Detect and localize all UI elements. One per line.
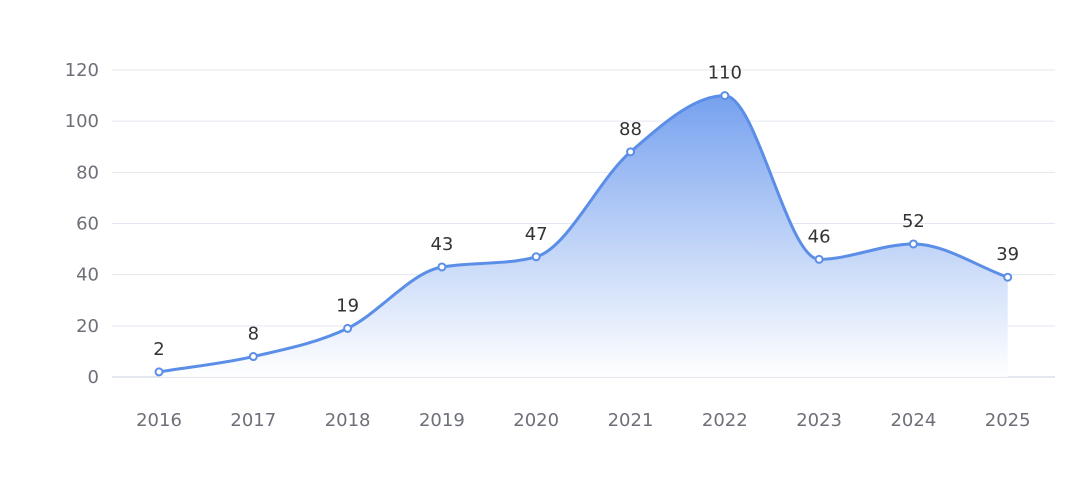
data-label: 110: [708, 63, 742, 84]
series-line: [157, 94, 1010, 374]
y-axis: 0 20 40 60 80 100 120: [65, 60, 99, 388]
area-fill: [159, 95, 1008, 377]
x-tick-label: 2025: [985, 410, 1031, 431]
y-tick-label: 120: [65, 60, 99, 81]
data-point: [626, 147, 635, 157]
y-tick-label: 20: [76, 316, 99, 337]
x-tick-label: 2024: [890, 410, 936, 431]
x-tick-label: 2017: [230, 410, 276, 431]
data-point: [531, 252, 541, 262]
data-label: 2: [153, 339, 164, 360]
y-tick-label: 40: [76, 265, 99, 286]
data-point: [343, 323, 353, 333]
data-point: [814, 254, 824, 264]
data-point: [154, 367, 164, 377]
data-label: 46: [808, 226, 831, 247]
data-point: [720, 91, 730, 101]
data-labels: 2 8 19 43 47 88 110 46 52 39: [153, 63, 1019, 360]
y-tick-label: 100: [65, 111, 99, 132]
x-tick-label: 2018: [325, 410, 371, 431]
data-point: [1003, 272, 1013, 282]
data-label: 8: [248, 324, 259, 345]
y-tick-label: 80: [76, 162, 99, 183]
y-tick-label: 60: [76, 214, 99, 235]
x-tick-label: 2016: [136, 410, 182, 431]
data-label: 47: [525, 224, 548, 245]
x-axis: 2016 2017 2018 2019 2020 2021 2022 2023 2024 2025: [136, 410, 1031, 431]
series-line-path: [157, 94, 1010, 374]
data-label: 19: [336, 295, 359, 316]
x-tick-label: 2023: [796, 410, 842, 431]
x-tick-label: 2022: [702, 410, 748, 431]
y-tick-label: 0: [88, 367, 99, 388]
x-tick-label: 2019: [419, 410, 465, 431]
data-point: [437, 262, 447, 272]
data-label: 52: [902, 211, 925, 232]
series-markers: [154, 91, 1013, 377]
data-point: [908, 239, 918, 249]
data-point: [248, 352, 258, 362]
data-label: 43: [430, 234, 453, 255]
x-tick-label: 2020: [513, 410, 559, 431]
data-label: 39: [996, 244, 1019, 265]
series-area: [159, 95, 1008, 377]
x-tick-label: 2021: [608, 410, 654, 431]
data-label: 88: [619, 119, 642, 140]
